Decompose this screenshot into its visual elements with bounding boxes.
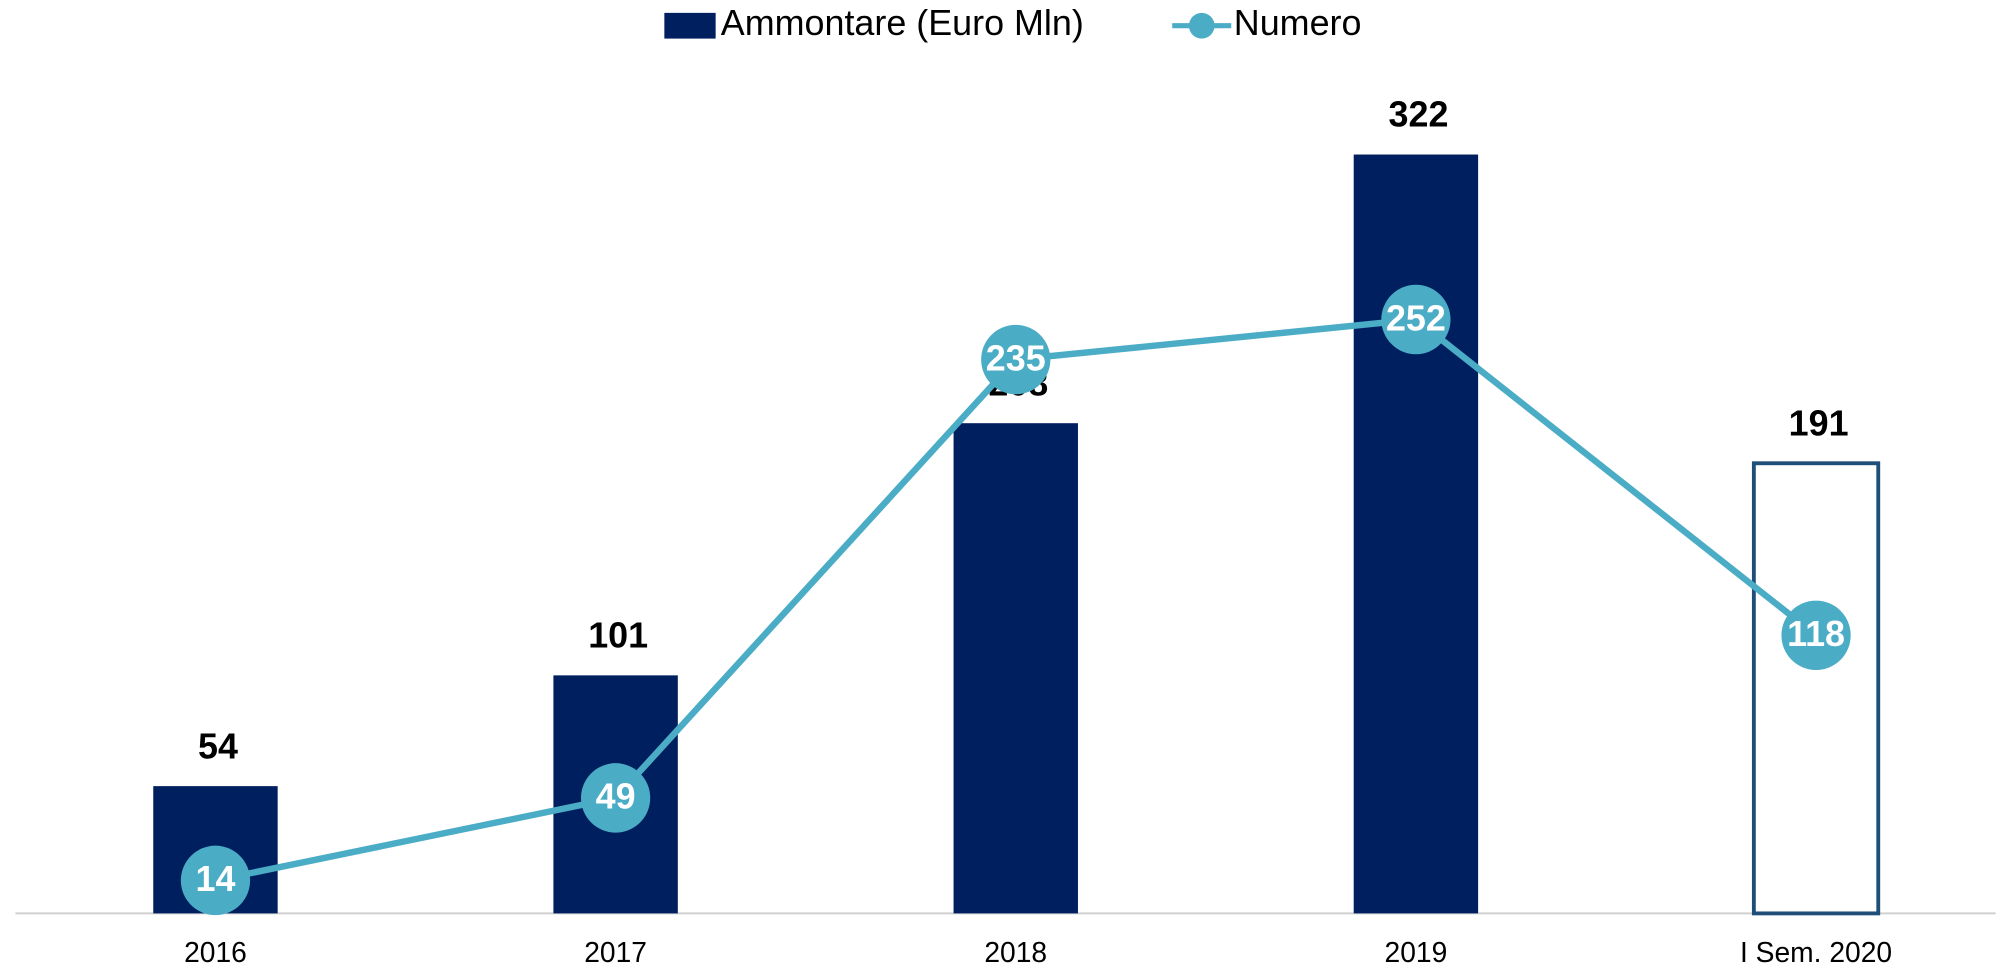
line-marker	[580, 763, 651, 833]
line-value-label: 252	[1386, 297, 1446, 338]
line-marker	[1781, 600, 1851, 671]
x-tick-label: 2019	[1385, 936, 1448, 968]
x-tick-label: 2016	[184, 936, 247, 968]
line-value-label: 14	[195, 858, 235, 899]
legend-swatch-bar	[664, 12, 716, 39]
line-marker	[981, 324, 1051, 395]
bar-value-label: 322	[1389, 94, 1449, 135]
line-marker	[180, 845, 251, 916]
bar-value-label: 54	[198, 725, 238, 766]
legend-label: Ammontare (Euro Mln)	[721, 2, 1084, 43]
x-tick-label: I Sem. 2020	[1740, 936, 1892, 968]
line-marker	[1381, 284, 1451, 355]
bar	[1751, 461, 1881, 916]
legend-label: Numero	[1234, 2, 1362, 43]
bar	[953, 423, 1078, 914]
line-value-label: 118	[1787, 613, 1845, 654]
bar	[1353, 154, 1479, 914]
x-tick-label: 2017	[584, 936, 647, 968]
bar-value-label: 191	[1789, 402, 1849, 443]
bar-value-label: 101	[588, 615, 648, 656]
line-value-label: 235	[986, 337, 1046, 378]
legend-swatch-marker	[1188, 12, 1215, 39]
line-value-label: 49	[596, 776, 636, 817]
x-tick-label: 2018	[984, 936, 1047, 968]
